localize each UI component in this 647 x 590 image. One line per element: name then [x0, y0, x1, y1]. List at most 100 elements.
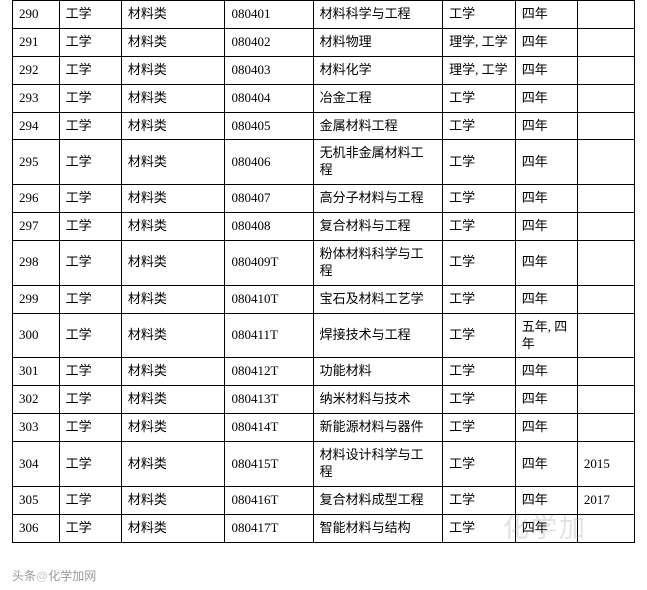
footer-suffix: 化学加网: [48, 569, 96, 583]
table-cell-duration: 五年, 四年: [515, 313, 577, 358]
table-cell-code: 080403: [225, 56, 313, 84]
table-row: 296工学材料类080407高分子材料与工程工学四年: [13, 185, 635, 213]
table-cell-major: 冶金工程: [313, 84, 443, 112]
table-cell-category: 材料类: [121, 1, 225, 29]
table-cell-code: 080411T: [225, 313, 313, 358]
table-cell-major: 功能材料: [313, 358, 443, 386]
table-cell-duration: 四年: [515, 486, 577, 514]
table-cell-duration: 四年: [515, 112, 577, 140]
table-cell-discipline: 工学: [59, 185, 121, 213]
table-cell-code: 080405: [225, 112, 313, 140]
table-cell-code: 080404: [225, 84, 313, 112]
table-cell-degree: 工学: [443, 486, 516, 514]
table-cell-duration: 四年: [515, 414, 577, 442]
table-cell-discipline: 工学: [59, 28, 121, 56]
table-cell-idx: 299: [13, 285, 60, 313]
table-cell-idx: 293: [13, 84, 60, 112]
table-cell-code: 080401: [225, 1, 313, 29]
table-row: 301工学材料类080412T功能材料工学四年: [13, 358, 635, 386]
table-cell-category: 材料类: [121, 185, 225, 213]
table-cell-duration: 四年: [515, 285, 577, 313]
table-cell-year: [577, 56, 634, 84]
table-cell-discipline: 工学: [59, 56, 121, 84]
table-row: 290工学材料类080401材料科学与工程工学四年: [13, 1, 635, 29]
table-cell-category: 材料类: [121, 486, 225, 514]
table-row: 300工学材料类080411T焊接技术与工程工学五年, 四年: [13, 313, 635, 358]
table-container: 290工学材料类080401材料科学与工程工学四年291工学材料类080402材…: [0, 0, 647, 543]
table-cell-discipline: 工学: [59, 442, 121, 487]
table-cell-discipline: 工学: [59, 285, 121, 313]
table-cell-idx: 291: [13, 28, 60, 56]
table-cell-duration: 四年: [515, 1, 577, 29]
table-cell-discipline: 工学: [59, 213, 121, 241]
table-cell-discipline: 工学: [59, 140, 121, 185]
table-cell-category: 材料类: [121, 56, 225, 84]
table-cell-category: 材料类: [121, 386, 225, 414]
table-cell-year: [577, 241, 634, 286]
table-cell-year: [577, 112, 634, 140]
table-cell-degree: 工学: [443, 213, 516, 241]
table-cell-year: [577, 140, 634, 185]
table-cell-idx: 300: [13, 313, 60, 358]
table-cell-degree: 工学: [443, 140, 516, 185]
table-body: 290工学材料类080401材料科学与工程工学四年291工学材料类080402材…: [13, 1, 635, 543]
table-cell-idx: 296: [13, 185, 60, 213]
table-cell-idx: 306: [13, 514, 60, 542]
table-cell-major: 粉体材料科学与工程: [313, 241, 443, 286]
table-cell-major: 无机非金属材料工程: [313, 140, 443, 185]
table-cell-idx: 297: [13, 213, 60, 241]
table-cell-duration: 四年: [515, 514, 577, 542]
table-cell-code: 080415T: [225, 442, 313, 487]
table-cell-year: [577, 313, 634, 358]
table-cell-category: 材料类: [121, 442, 225, 487]
table-cell-year: [577, 185, 634, 213]
table-cell-year: 2015: [577, 442, 634, 487]
table-cell-duration: 四年: [515, 28, 577, 56]
table-cell-major: 材料物理: [313, 28, 443, 56]
table-row: 304工学材料类080415T材料设计科学与工程工学四年2015: [13, 442, 635, 487]
table-cell-code: 080407: [225, 185, 313, 213]
table-cell-major: 材料科学与工程: [313, 1, 443, 29]
table-cell-idx: 298: [13, 241, 60, 286]
table-row: 291工学材料类080402材料物理理学, 工学四年: [13, 28, 635, 56]
table-cell-degree: 工学: [443, 84, 516, 112]
table-cell-idx: 305: [13, 486, 60, 514]
footer-attribution: 头条@化学加网: [12, 567, 96, 584]
table-cell-category: 材料类: [121, 313, 225, 358]
table-cell-major: 复合材料与工程: [313, 213, 443, 241]
table-row: 303工学材料类080414T新能源材料与器件工学四年: [13, 414, 635, 442]
table-cell-major: 金属材料工程: [313, 112, 443, 140]
table-row: 295工学材料类080406无机非金属材料工程工学四年: [13, 140, 635, 185]
table-cell-year: [577, 28, 634, 56]
table-cell-year: [577, 1, 634, 29]
table-cell-discipline: 工学: [59, 1, 121, 29]
table-cell-code: 080416T: [225, 486, 313, 514]
table-cell-code: 080410T: [225, 285, 313, 313]
table-cell-discipline: 工学: [59, 84, 121, 112]
table-cell-category: 材料类: [121, 241, 225, 286]
table-row: 292工学材料类080403材料化学理学, 工学四年: [13, 56, 635, 84]
footer-at: @: [36, 569, 48, 583]
table-cell-degree: 工学: [443, 185, 516, 213]
majors-table: 290工学材料类080401材料科学与工程工学四年291工学材料类080402材…: [12, 0, 635, 543]
table-cell-idx: 304: [13, 442, 60, 487]
table-cell-category: 材料类: [121, 28, 225, 56]
table-row: 297工学材料类080408复合材料与工程工学四年: [13, 213, 635, 241]
table-cell-degree: 工学: [443, 442, 516, 487]
table-cell-discipline: 工学: [59, 414, 121, 442]
table-cell-idx: 292: [13, 56, 60, 84]
table-cell-major: 高分子材料与工程: [313, 185, 443, 213]
table-cell-duration: 四年: [515, 84, 577, 112]
table-cell-duration: 四年: [515, 386, 577, 414]
table-row: 302工学材料类080413T纳米材料与技术工学四年: [13, 386, 635, 414]
table-cell-duration: 四年: [515, 442, 577, 487]
table-cell-category: 材料类: [121, 514, 225, 542]
table-cell-duration: 四年: [515, 140, 577, 185]
footer-prefix: 头条: [12, 569, 36, 583]
table-cell-discipline: 工学: [59, 358, 121, 386]
table-cell-idx: 290: [13, 1, 60, 29]
table-cell-category: 材料类: [121, 358, 225, 386]
table-cell-degree: 工学: [443, 241, 516, 286]
table-cell-degree: 工学: [443, 1, 516, 29]
table-cell-year: [577, 414, 634, 442]
